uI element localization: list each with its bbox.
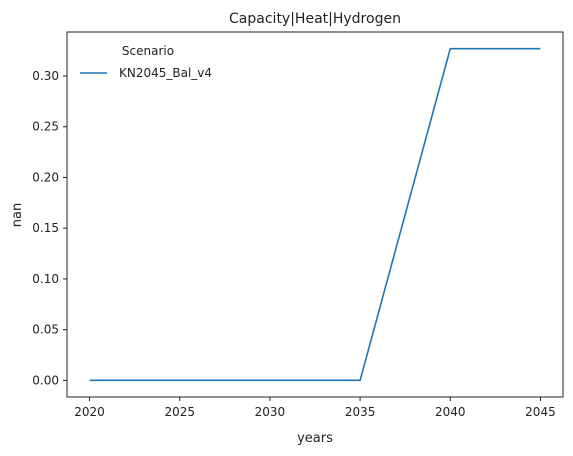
y-tick-label: 0.15: [32, 221, 59, 235]
x-tick-label: 2025: [164, 405, 195, 419]
y-axis-label: nan: [10, 203, 25, 227]
y-tick-label: 0.05: [32, 323, 59, 337]
y-tick-label: 0.00: [32, 373, 59, 387]
legend: Scenario KN2045_Bal_v4: [80, 44, 212, 80]
x-tick-label: 2035: [345, 405, 376, 419]
y-tick-label: 0.25: [32, 120, 59, 134]
chart-title: Capacity|Heat|Hydrogen: [229, 11, 401, 27]
y-tick-label: 0.10: [32, 272, 59, 286]
plot-area-frame: [66, 31, 564, 398]
x-axis-label: years: [297, 431, 333, 446]
y-axis: 0.00 0.05 0.10 0.15 0.20 0.25 0.30: [32, 69, 67, 387]
legend-title: Scenario: [122, 44, 174, 58]
legend-entry-label: KN2045_Bal_v4: [119, 66, 212, 80]
x-tick-label: 2045: [525, 405, 556, 419]
series-layer: [89, 47, 541, 382]
x-tick-label: 2040: [435, 405, 466, 419]
y-tick-label: 0.20: [32, 170, 59, 184]
series-line: [89, 47, 541, 382]
y-tick-label: 0.30: [32, 69, 59, 83]
x-tick-label: 2020: [74, 405, 105, 419]
x-tick-label: 2030: [255, 405, 286, 419]
x-axis: 2020 2025 2030 2035 2040 2045: [74, 397, 556, 419]
